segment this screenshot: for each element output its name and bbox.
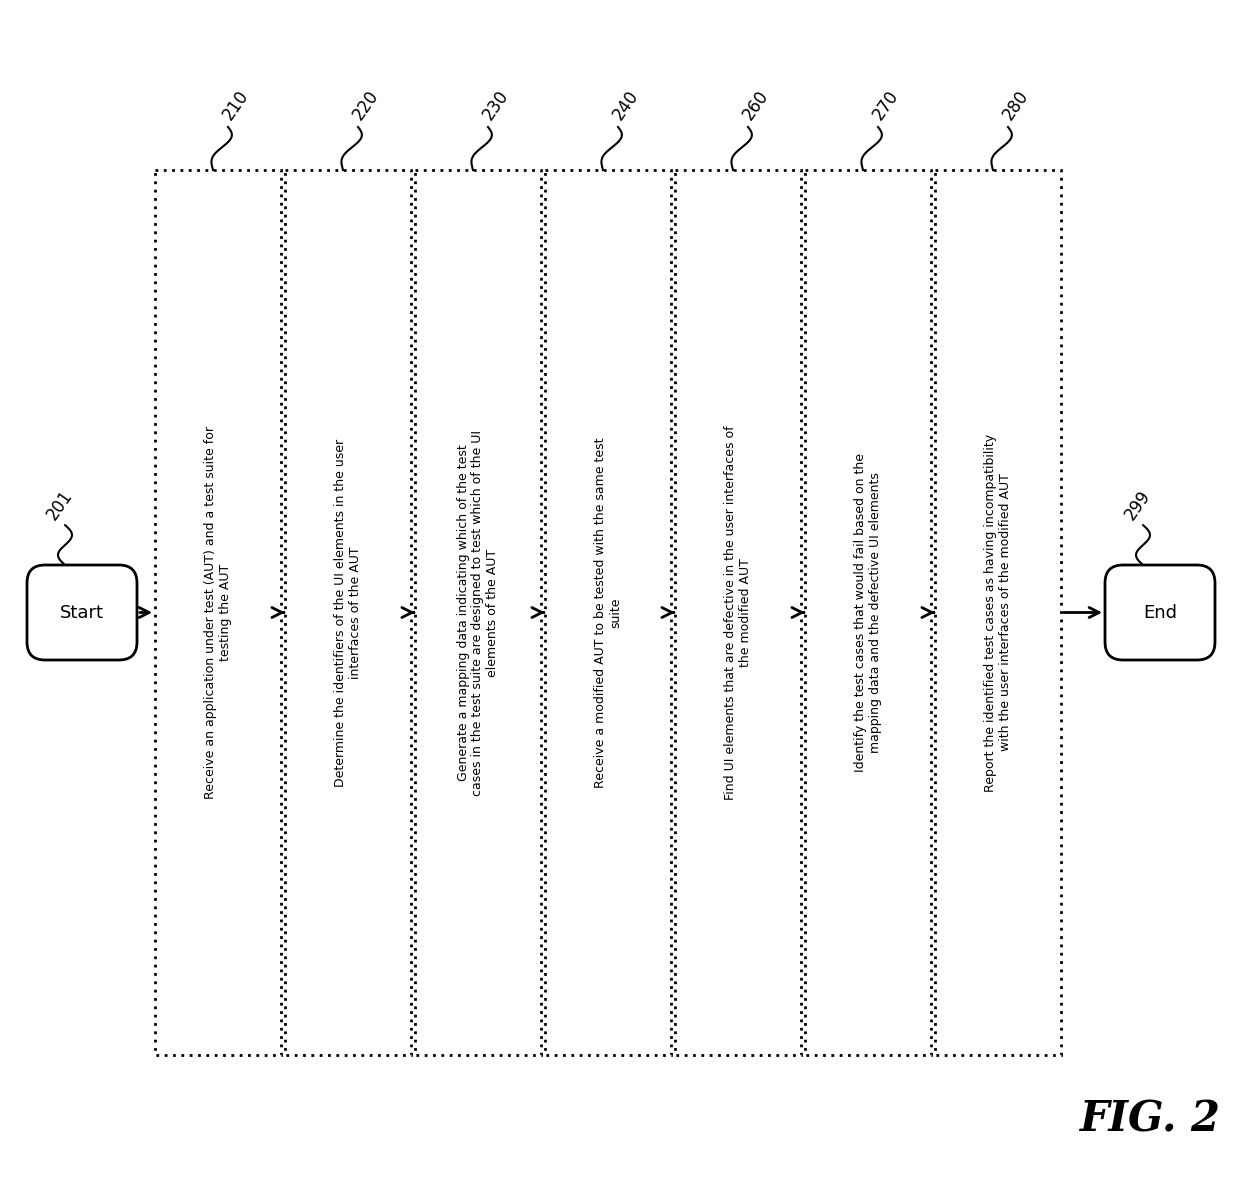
- Text: 280: 280: [999, 87, 1033, 123]
- Text: 210: 210: [219, 87, 253, 123]
- Text: Receive a modified AUT to be tested with the same test
suite: Receive a modified AUT to be tested with…: [594, 437, 622, 788]
- Text: Start: Start: [60, 603, 104, 621]
- Text: FIG. 2: FIG. 2: [1080, 1099, 1220, 1141]
- Bar: [546, 170, 671, 1055]
- Text: 270: 270: [869, 87, 903, 123]
- Text: Generate a mapping data indicating which of the test
cases in the test suite are: Generate a mapping data indicating which…: [456, 429, 500, 795]
- Text: Identify the test cases that would fail based on the
mapping data and the defect: Identify the test cases that would fail …: [854, 453, 882, 772]
- Text: 240: 240: [610, 87, 642, 123]
- Text: 299: 299: [1121, 486, 1154, 523]
- Text: Determine the identifiers of the UI elements in the user
interfaces of the AUT: Determine the identifiers of the UI elem…: [334, 439, 362, 787]
- Text: Report the identified test cases as having incompatibility
with the user interfa: Report the identified test cases as havi…: [985, 434, 1012, 791]
- Text: 230: 230: [480, 87, 512, 123]
- FancyBboxPatch shape: [27, 565, 136, 660]
- FancyBboxPatch shape: [1105, 565, 1215, 660]
- Text: 201: 201: [43, 486, 77, 523]
- Bar: [935, 170, 1061, 1055]
- Bar: [415, 170, 541, 1055]
- Text: 220: 220: [350, 87, 382, 123]
- Bar: [285, 170, 410, 1055]
- Bar: [805, 170, 931, 1055]
- Text: End: End: [1143, 603, 1177, 621]
- Text: Receive an application under test (AUT) and a test suite for
testing the AUT: Receive an application under test (AUT) …: [205, 426, 232, 799]
- Text: Find UI elements that are defective in the user interfaces of
the modified AUT: Find UI elements that are defective in t…: [724, 426, 751, 800]
- Bar: [675, 170, 801, 1055]
- Text: 260: 260: [739, 87, 773, 123]
- Bar: [155, 170, 281, 1055]
